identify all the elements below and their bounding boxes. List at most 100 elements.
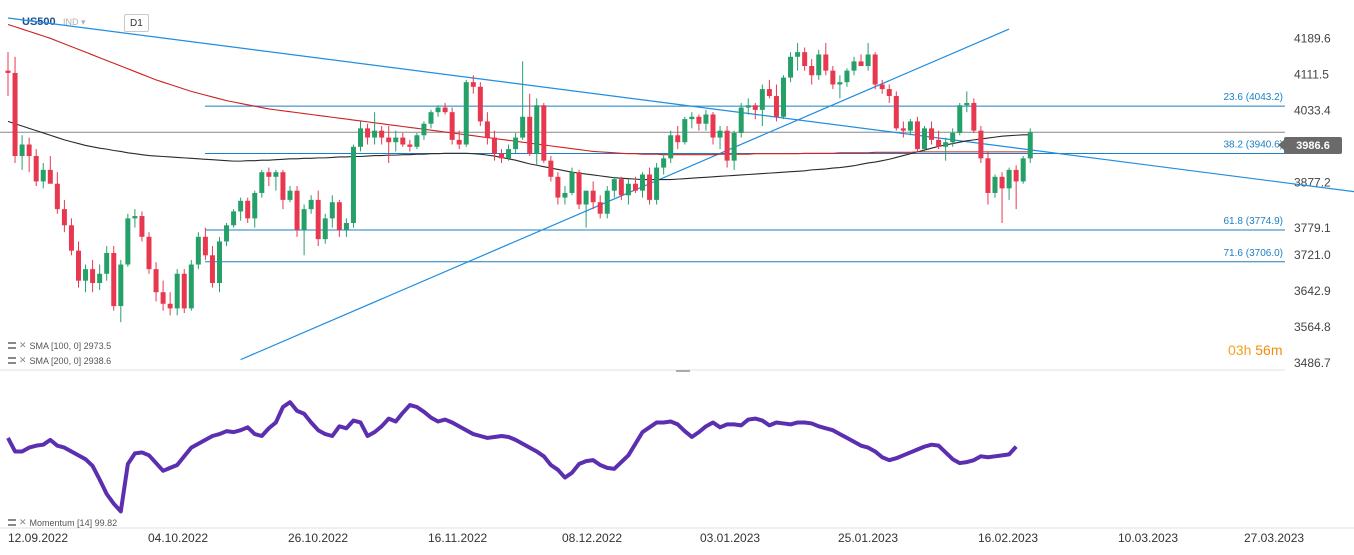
candle-body: [97, 273, 103, 283]
candle-body: [900, 128, 906, 131]
candle-body: [696, 116, 702, 124]
candle-body: [5, 70, 11, 73]
trendline: [7, 17, 1354, 193]
y-axis-tick-label: 3877.2: [1294, 176, 1331, 190]
y-axis-tick-label: 3564.8: [1294, 320, 1331, 334]
close-icon[interactable]: ✕: [19, 340, 27, 350]
settings-icon[interactable]: [8, 342, 16, 349]
candle-body: [668, 135, 674, 159]
momentum-label: Momentum [14] 99.82: [29, 517, 118, 528]
settings-icon[interactable]: [8, 519, 16, 526]
candle-body: [907, 121, 913, 131]
candle-body: [308, 199, 314, 210]
close-icon[interactable]: ✕: [19, 355, 27, 365]
y-axis-tick-label: 3486.7: [1294, 356, 1331, 370]
candle-body: [470, 82, 476, 87]
candle-body: [146, 236, 152, 270]
candle-body: [936, 139, 942, 147]
x-axis-tick-label: 16.11.2022: [428, 531, 487, 545]
candle-body: [386, 137, 392, 143]
candle-body: [795, 52, 801, 57]
candle-body: [675, 135, 681, 143]
y-axis-tick-label: 4189.6: [1294, 31, 1331, 45]
candle-body: [985, 158, 991, 193]
candle-body: [647, 174, 653, 200]
candle-body: [597, 202, 603, 214]
x-axis-tick-label: 03.01.2023: [700, 531, 760, 545]
candle-body: [400, 137, 406, 145]
candle-body: [118, 264, 124, 307]
candle-body: [703, 114, 709, 124]
timer-hours: 03h: [1228, 342, 1252, 358]
x-axis-tick-label: 25.01.2023: [838, 531, 898, 545]
timeframe-selector[interactable]: D1: [124, 14, 149, 32]
candle-body: [1027, 132, 1033, 159]
candle-body: [999, 176, 1005, 189]
candle-body: [943, 142, 949, 147]
candle-body: [766, 89, 772, 97]
candle-body: [759, 89, 765, 110]
candle-body: [329, 202, 335, 219]
candle-body: [449, 112, 455, 140]
candle-body: [506, 149, 512, 159]
candle-body: [858, 61, 864, 67]
instrument-class-label: IND: [63, 17, 79, 27]
candle-body: [160, 292, 166, 304]
candle-body: [224, 225, 230, 242]
candle-body: [886, 89, 892, 97]
candle-body: [992, 176, 998, 193]
candle-body: [929, 128, 935, 140]
candle-body: [379, 130, 385, 138]
candle-body: [964, 102, 970, 106]
candle-body: [40, 169, 46, 182]
settings-icon[interactable]: [8, 357, 16, 364]
candle-body: [654, 167, 660, 200]
close-icon[interactable]: ✕: [19, 517, 27, 527]
candle-body: [583, 190, 589, 205]
candle-body: [358, 128, 363, 147]
candle-body: [111, 252, 117, 307]
candle-body: [266, 172, 272, 177]
candle-body: [781, 77, 786, 117]
candle-body: [238, 200, 244, 212]
candle-body: [280, 172, 286, 200]
candle-body: [914, 121, 920, 150]
instrument-class-dropdown[interactable]: IND ▾: [63, 14, 86, 30]
timer-minutes: 56m: [1255, 342, 1283, 358]
candle-body: [217, 241, 222, 283]
candle-body: [950, 132, 956, 143]
candle-body: [365, 128, 371, 138]
candle-body: [710, 114, 716, 138]
candle-body: [209, 255, 215, 283]
sma200-line: [7, 23, 1031, 156]
candle-body: [971, 102, 977, 131]
candle-body: [12, 72, 18, 157]
sma200-legend[interactable]: ✕ SMA [200, 0] 2938.6: [8, 355, 111, 366]
candle-body: [336, 202, 342, 230]
trendline: [240, 28, 1010, 361]
candle-body: [499, 153, 504, 159]
candle-body: [788, 56, 794, 78]
candle-body: [26, 144, 32, 157]
chevron-down-icon: ▾: [81, 16, 86, 27]
candle-body: [830, 70, 836, 85]
candle-body: [153, 269, 159, 293]
candle-body: [555, 176, 561, 198]
candle-body: [513, 137, 519, 150]
candle-body: [689, 116, 695, 120]
y-axis-tick-label: 4111.5: [1294, 68, 1329, 82]
sma100-legend[interactable]: ✕ SMA [100, 0] 2973.5: [8, 340, 111, 351]
fib-level-label: 23.6 (4043.2): [1224, 92, 1284, 103]
candle-body: [844, 70, 850, 83]
candle-body: [1006, 169, 1012, 189]
candle-body: [421, 123, 427, 136]
momentum-legend[interactable]: ✕ Momentum [14] 99.82: [8, 517, 117, 528]
candle-body: [978, 130, 984, 159]
candle-body: [252, 192, 258, 219]
candle-body: [879, 84, 885, 90]
candle-body: [90, 269, 96, 283]
candle-body: [745, 105, 751, 108]
candle-body: [632, 183, 638, 191]
candle-body: [922, 128, 927, 150]
